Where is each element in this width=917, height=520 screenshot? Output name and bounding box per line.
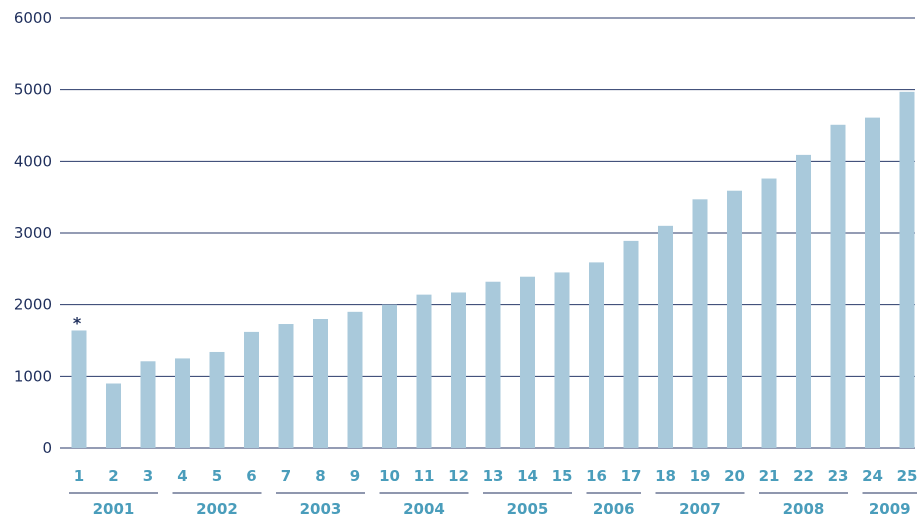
- year-group-label: 2001: [93, 500, 135, 518]
- x-tick-label: 18: [655, 467, 676, 485]
- x-tick-label: 8: [315, 467, 325, 485]
- bar-1: [71, 330, 87, 448]
- x-tick-label: 9: [350, 467, 360, 485]
- bar-23: [830, 124, 846, 449]
- x-tick-label: 21: [759, 467, 780, 485]
- year-groups: 2001 2002 2003 2004 2005 2006 2007 2008 2009: [69, 492, 917, 518]
- year-group-label: 2008: [783, 500, 825, 518]
- y-axis-ticks: 0 1000 2000 3000 4000 5000 6000: [14, 9, 52, 457]
- bar-19: [692, 199, 708, 448]
- x-tick-label: 2: [108, 467, 118, 485]
- x-tick-label: 3: [143, 467, 153, 485]
- bar-24: [865, 117, 880, 448]
- bar-8: [313, 319, 328, 448]
- x-tick-label: 7: [281, 467, 291, 485]
- year-group-label: 2006: [593, 500, 635, 518]
- year-group-label: 2004: [403, 500, 445, 518]
- x-tick-label: 15: [552, 467, 573, 485]
- year-group-label: 2003: [300, 500, 342, 518]
- bar-12: [451, 292, 466, 448]
- x-tick-label: 19: [690, 467, 711, 485]
- x-tick-label: 10: [379, 467, 400, 485]
- y-tick-label: 1000: [14, 367, 52, 385]
- bar-annotation: *: [73, 313, 82, 332]
- bar-2: [106, 383, 121, 448]
- y-tick-label: 4000: [14, 152, 52, 170]
- x-tick-label: 23: [828, 467, 849, 485]
- y-tick-label: 2000: [14, 296, 52, 314]
- bar-21: [761, 178, 777, 449]
- bar-25: [899, 91, 915, 449]
- bar-3: [140, 361, 156, 448]
- x-tick-label: 4: [177, 467, 187, 485]
- bar-7: [278, 324, 294, 448]
- x-tick-label: 11: [414, 467, 435, 485]
- year-group-label: 2007: [679, 500, 721, 518]
- year-group-label: 2009: [869, 500, 911, 518]
- x-tick-label: 24: [862, 467, 883, 485]
- x-tick-label: 25: [897, 467, 917, 485]
- x-tick-label: 13: [483, 467, 504, 485]
- x-tick-label: 1: [74, 467, 84, 485]
- annotations: *: [73, 313, 82, 332]
- bar-20: [727, 190, 742, 448]
- x-tick-label: 14: [517, 467, 538, 485]
- x-tick-label: 20: [724, 467, 745, 485]
- bar-4: [175, 358, 190, 448]
- bar-18: [658, 225, 673, 448]
- y-tick-label: 3000: [14, 224, 52, 242]
- bar-11: [416, 294, 432, 448]
- bar-17: [623, 240, 639, 448]
- year-group-label: 2002: [196, 500, 238, 518]
- y-tick-label: 0: [42, 439, 52, 457]
- x-tick-label: 17: [621, 467, 642, 485]
- y-tick-label: 5000: [14, 81, 52, 99]
- year-group-label: 2005: [507, 500, 549, 518]
- x-axis-ticks: 1 2 3 4 5 6 7 8 9 10 11 12 13 14 15 16 17 18 19 20 21 22 23 24 2…: [74, 467, 917, 485]
- x-tick-label: 12: [448, 467, 469, 485]
- bars: [71, 91, 915, 449]
- bar-15: [554, 272, 570, 448]
- x-tick-label: 5: [212, 467, 222, 485]
- x-tick-label: 6: [246, 467, 256, 485]
- bar-16: [589, 262, 604, 448]
- bar-10: [382, 304, 397, 448]
- bar-13: [485, 281, 501, 448]
- bar-14: [520, 276, 535, 448]
- x-tick-label: 16: [586, 467, 607, 485]
- y-tick-label: 6000: [14, 9, 52, 27]
- x-tick-label: 22: [793, 467, 814, 485]
- bar-5: [209, 351, 225, 448]
- bar-22: [796, 154, 811, 448]
- bar-9: [347, 311, 363, 448]
- bar-6: [244, 331, 259, 448]
